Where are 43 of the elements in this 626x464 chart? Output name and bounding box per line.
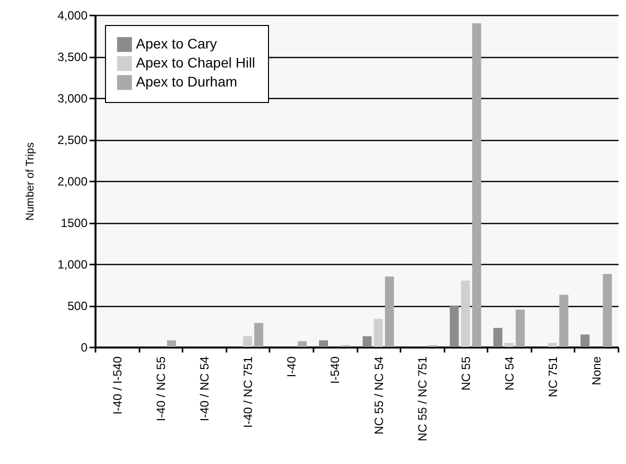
bar bbox=[559, 294, 568, 347]
y-tick-label: 500 bbox=[67, 299, 88, 313]
y-axis-title: Number of Trips bbox=[24, 142, 36, 221]
legend-label: Apex to Durham bbox=[136, 74, 238, 90]
x-tick-label: I-40 / NC 54 bbox=[197, 356, 212, 422]
y-tick-label: 2,500 bbox=[57, 133, 88, 147]
bar bbox=[167, 340, 176, 347]
y-tick-label: 3,000 bbox=[57, 92, 88, 106]
x-tick-label: NC 54 bbox=[502, 356, 517, 391]
y-tick-label: 2,000 bbox=[57, 174, 88, 188]
x-tick-label: None bbox=[590, 356, 604, 386]
bar bbox=[362, 336, 372, 347]
y-tick-label: 4,000 bbox=[57, 8, 88, 22]
bar bbox=[580, 334, 590, 347]
bar bbox=[516, 310, 525, 347]
x-tick-label: I-540 bbox=[328, 356, 342, 384]
bar bbox=[319, 340, 328, 347]
bar bbox=[450, 306, 459, 347]
bar bbox=[298, 341, 307, 347]
y-tick-label: 3,500 bbox=[57, 50, 88, 64]
x-tick-label: I-40 / I-540 bbox=[110, 356, 124, 415]
bar bbox=[472, 23, 482, 347]
legend-label: Apex to Chapel Hill bbox=[136, 54, 256, 70]
x-tick-label: I-40 bbox=[284, 356, 299, 378]
y-tick-label: 0 bbox=[80, 340, 88, 354]
y-tick-label: 1500 bbox=[60, 216, 88, 230]
x-tick-label: NC 55 / NC 54 bbox=[372, 356, 386, 435]
x-tick-label: NC 55 bbox=[458, 356, 473, 391]
x-tick-label: NC 55 / NC 751 bbox=[415, 356, 430, 442]
x-tick-label: NC 751 bbox=[546, 356, 560, 398]
x-tick-label: I-40 / NC 751 bbox=[241, 356, 256, 428]
bar bbox=[602, 274, 612, 347]
legend-label: Apex to Cary bbox=[136, 36, 217, 52]
bar bbox=[504, 342, 514, 347]
bar bbox=[493, 328, 502, 347]
bar bbox=[243, 336, 252, 347]
bar bbox=[548, 342, 558, 347]
bar bbox=[460, 280, 470, 347]
bar bbox=[254, 322, 264, 347]
x-tick-label: I-40 / NC 55 bbox=[154, 356, 168, 422]
bar bbox=[384, 276, 394, 347]
y-tick-label: 1,000 bbox=[57, 258, 88, 272]
bar bbox=[374, 318, 383, 347]
